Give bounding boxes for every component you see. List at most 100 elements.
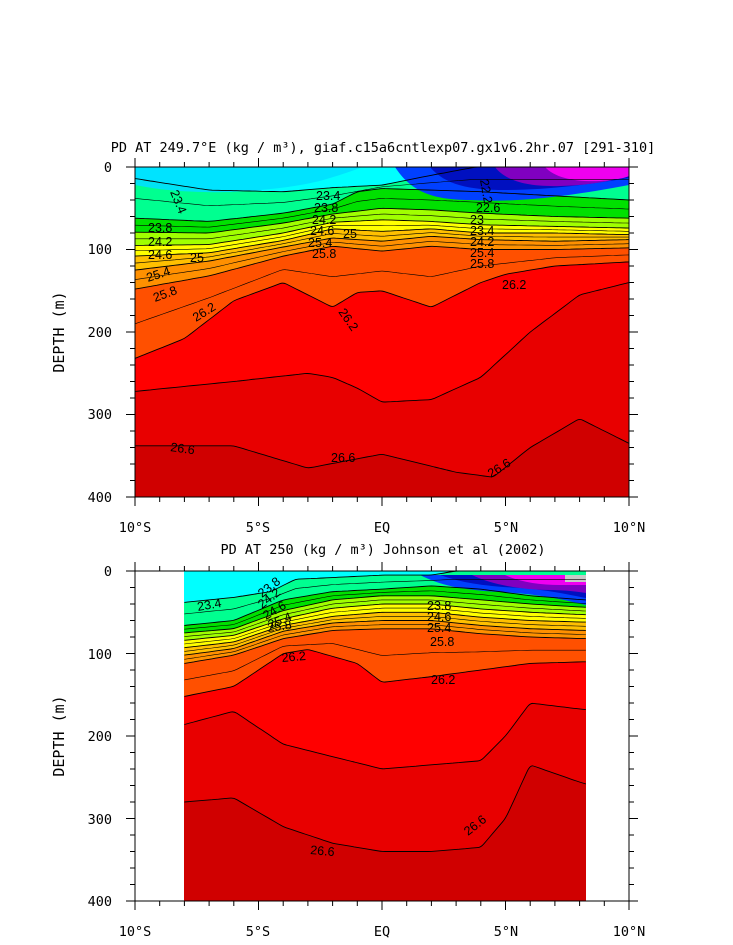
isopycnal-24.2 (184, 595, 586, 634)
panel-b-title: PD AT 250 (kg / m³) Johnson et al (2002) (220, 542, 545, 558)
label-23.4: 23.4 (316, 189, 340, 203)
y-tick-200: 200 (88, 325, 112, 341)
label-25.8: 25.8 (266, 618, 292, 635)
label-26.6: 26.6 (310, 843, 336, 859)
x-tick-5N: 5°N (494, 924, 518, 940)
isopycnal-23.4 (135, 167, 629, 193)
label-26.6: 26.6 (170, 440, 196, 457)
label-25.8: 25.8 (430, 635, 454, 649)
label-23.8: 23.8 (314, 201, 338, 215)
y-tick-300: 300 (88, 407, 112, 423)
panel-b-y-axis-label: DEPTH (m) (50, 695, 68, 776)
label-25.4: 25.4 (427, 621, 451, 635)
x-tick-10S: 10°S (119, 520, 152, 536)
isopycnal-25.4 (135, 235, 629, 271)
label-24.2: 24.2 (470, 235, 494, 249)
isopycnal-intermediate (184, 616, 586, 652)
label-23.4: 23.4 (196, 596, 222, 614)
label-24.2: 24.2 (148, 235, 172, 249)
label-25.8: 25.8 (470, 257, 494, 271)
isopycnal-25.4 (184, 620, 586, 656)
band-below-26.6 (135, 419, 629, 497)
label-26.2: 26.2 (281, 649, 307, 665)
isopycnal-intermediate (135, 213, 629, 240)
isopycnal-24.2 (135, 207, 629, 234)
isopycnal-26.4 (135, 282, 629, 403)
isopycnal-23.4 (184, 571, 586, 603)
x-tick-10N: 10°N (613, 924, 646, 940)
label-26.6: 26.6 (331, 451, 355, 465)
panel-b-density-field (184, 571, 586, 901)
panel-b-isopycnals (184, 571, 586, 852)
panel-a-y-axis-label: DEPTH (m) (50, 291, 68, 372)
label-25.4: 25.4 (308, 236, 332, 250)
panel-b-x-tick-labels: 10°S 5°S EQ 5°N 10°N (119, 924, 646, 940)
isopycnal-26.2 (184, 649, 586, 697)
label-23.8: 23.8 (427, 599, 451, 613)
panel-b-y-tick-labels: 0 100 200 300 400 (88, 564, 112, 910)
label-22.2: 22.2 (477, 178, 495, 204)
isopycnal-intermediate (135, 232, 629, 264)
y-tick-100: 100 (88, 242, 112, 258)
label-25.8: 25.8 (312, 247, 336, 261)
isopycnal-26.6 (135, 419, 629, 478)
x-tick-EQ: EQ (374, 924, 390, 940)
isopycnal-intermediate (184, 579, 586, 615)
isopycnal-26.2 (135, 261, 629, 359)
isopycnal-intermediate (135, 198, 629, 228)
isopycnal-24.6 (135, 219, 629, 246)
x-tick-5S: 5°S (246, 520, 270, 536)
label-25: 25 (190, 251, 204, 265)
isopycnal-intermediate (135, 224, 629, 251)
panel-a-contour-labels: 23.4 23.4 23.8 23.8 24.2 24.2 24.6 24.6 … (145, 178, 527, 480)
x-tick-10S: 10°S (119, 924, 152, 940)
panel-a-title: PD AT 249.7°E (kg / m³), giaf.c15a6cntle… (111, 140, 656, 156)
panel-a-plot: 23.4 23.4 23.8 23.8 24.2 24.2 24.6 24.6 … (50, 158, 645, 536)
label-23.8: 23.8 (148, 221, 172, 235)
panel-b-ticks (126, 562, 638, 910)
label-26.2: 26.2 (431, 673, 455, 687)
isopycnal-26.6 (184, 765, 586, 852)
isopycnal-intermediate (184, 643, 586, 681)
isopycnal-26.4 (184, 702, 586, 770)
isopycnal-23.8 (184, 585, 586, 626)
y-tick-0: 0 (104, 160, 112, 176)
x-tick-5N: 5°N (494, 520, 518, 536)
panel-a-y-tick-labels: 0 100 200 300 400 (88, 160, 112, 506)
y-tick-300: 300 (88, 812, 112, 828)
y-tick-400: 400 (88, 490, 112, 506)
y-tick-200: 200 (88, 729, 112, 745)
panel-a-x-tick-labels: 10°S 5°S EQ 5°N 10°N (119, 520, 646, 536)
label-25.4: 25.4 (470, 246, 494, 260)
y-tick-0: 0 (104, 564, 112, 580)
label-23.4: 23.4 (470, 224, 494, 238)
label-26.2: 26.2 (502, 278, 526, 292)
label-24.6: 24.6 (148, 248, 172, 262)
label-23: 23 (470, 213, 484, 227)
label-24.6: 24.6 (427, 610, 451, 624)
isopycnal-25 (184, 611, 586, 649)
panel-a-ticks (126, 158, 638, 506)
panel-a-isopycnals (135, 167, 629, 478)
isopycnal-25 (135, 228, 629, 257)
band-below-26.4 (135, 282, 629, 497)
isopycnal-intermediate (135, 241, 629, 280)
label-24.6: 24.6 (310, 224, 334, 238)
isopycnal-intermediate (184, 590, 586, 630)
isopycnal-25.8 (135, 245, 629, 290)
isopycnal-23.8 (135, 188, 629, 222)
isopycnal-intermediate (184, 607, 586, 645)
label-22.6: 22.6 (476, 201, 500, 215)
isopycnal-intermediate (135, 179, 629, 206)
isopycnal-intermediate (135, 254, 629, 325)
isopycnal-25.8 (184, 628, 586, 664)
y-tick-400: 400 (88, 894, 112, 910)
label-24.2: 24.2 (312, 213, 336, 227)
band-below-26.6 (184, 765, 586, 901)
isopycnal-intermediate (184, 624, 586, 660)
panel-b-plot: 23.4 23.8 24.2 24.6 25.4 25.8 26.2 26.2 … (50, 562, 645, 940)
y-tick-100: 100 (88, 647, 112, 663)
panel-a-low-density-lens (135, 167, 629, 201)
x-tick-EQ: EQ (374, 520, 390, 536)
